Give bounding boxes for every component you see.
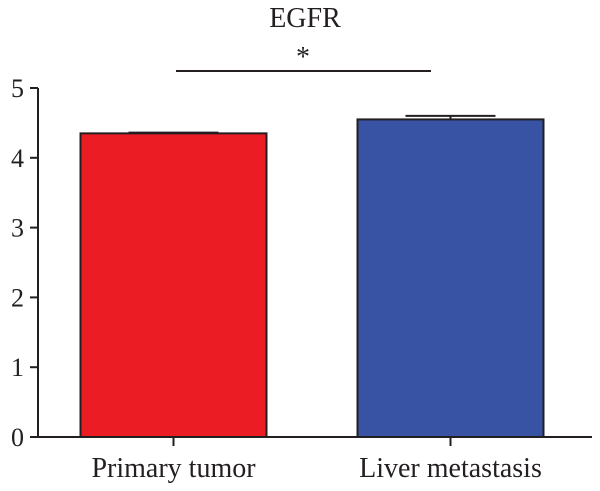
bars xyxy=(79,114,545,438)
y-axis: 0 1 2 3 4 5 xyxy=(11,74,39,452)
y-tick-label: 1 xyxy=(11,353,24,382)
y-tick-label: 3 xyxy=(11,214,24,243)
category-labels: Primary tumor Liver metastasis xyxy=(91,453,541,484)
bar-2 xyxy=(356,118,545,438)
y-tick-label: 5 xyxy=(11,74,24,103)
y-tick-label: 0 xyxy=(11,423,24,452)
y-tick-label: 2 xyxy=(11,283,24,312)
y-tick-label: 4 xyxy=(11,144,24,173)
x-axis xyxy=(38,436,592,446)
significance-marker: * xyxy=(296,42,310,73)
x-tick-label: Primary tumor xyxy=(91,453,256,484)
x-tick-label: Liver metastasis xyxy=(359,453,542,484)
bar-1 xyxy=(79,132,268,438)
chart-title: EGFR xyxy=(269,3,341,34)
